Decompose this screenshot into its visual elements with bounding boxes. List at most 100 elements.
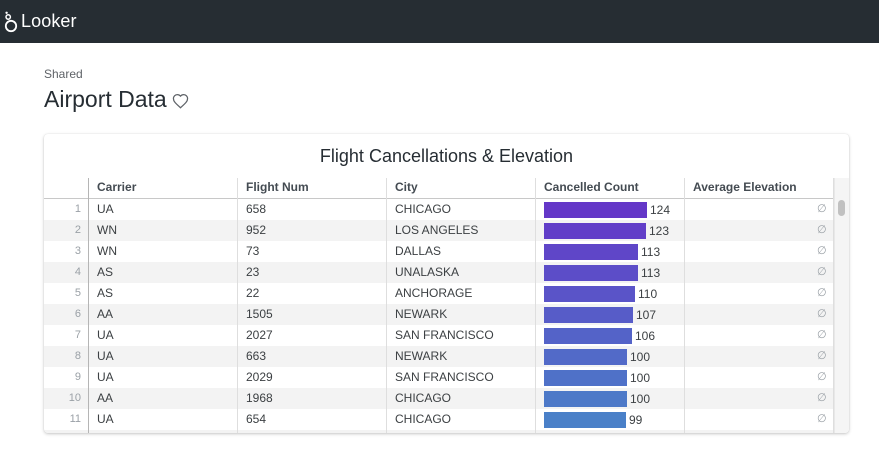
cell-carrier: AA	[97, 391, 114, 405]
cell-city: NEWARK	[395, 307, 448, 321]
cancelled-count-value: 99	[629, 413, 643, 427]
table-row[interactable]	[44, 430, 834, 433]
cancelled-count-value: 113	[641, 245, 661, 259]
column-divider	[386, 178, 387, 433]
row-number: 1	[74, 203, 81, 215]
logo-text: Looker	[21, 11, 77, 31]
table-header: Carrier Flight Num City Cancelled Count …	[44, 178, 834, 199]
cell-carrier: AS	[97, 265, 114, 279]
null-value-icon: ∅	[817, 287, 827, 299]
null-value-icon: ∅	[817, 224, 827, 236]
cell-carrier: UA	[97, 202, 114, 216]
cell-carrier: UA	[97, 349, 114, 363]
visualization-tile: Flight Cancellations & Elevation Carrier…	[44, 134, 849, 433]
cell-flight-num: 2027	[246, 328, 273, 342]
cancelled-count-bar	[544, 328, 632, 344]
cell-flight-num: 1968	[246, 391, 273, 405]
cancelled-count-value: 113	[641, 266, 661, 280]
table-row[interactable]: 10 AA 1968 CHICAGO 100 ∅	[44, 388, 834, 409]
row-number: 6	[74, 308, 81, 320]
cell-flight-num: 23	[246, 265, 260, 279]
row-number: 10	[68, 392, 81, 404]
table-row[interactable]: 5 AS 22 ANCHORAGE 110 ∅	[44, 283, 834, 304]
cell-city: NEWARK	[395, 349, 448, 363]
top-navigation-bar: Looker	[0, 0, 879, 43]
cell-city: SAN FRANCISCO	[395, 328, 494, 342]
cancelled-count-value: 123	[649, 224, 670, 238]
null-value-icon: ∅	[817, 266, 827, 278]
cancelled-count-value: 100	[630, 371, 651, 385]
cancelled-count-bar	[544, 244, 638, 260]
row-number: 9	[74, 371, 81, 383]
null-value-icon: ∅	[817, 308, 827, 320]
cancelled-count-value: 110	[638, 287, 658, 301]
cancelled-count-bar	[544, 265, 638, 281]
cell-flight-num: 2029	[246, 370, 273, 384]
data-table: Carrier Flight Num City Cancelled Count …	[44, 178, 834, 433]
cell-flight-num: 73	[246, 244, 260, 258]
cell-carrier: WN	[97, 244, 117, 258]
cell-flight-num: 654	[246, 412, 267, 426]
cell-flight-num: 658	[246, 202, 267, 216]
row-number: 5	[74, 287, 81, 299]
cancelled-count-bar	[544, 412, 626, 428]
row-number: 4	[74, 266, 81, 278]
cell-city: CHICAGO	[395, 391, 452, 405]
cancelled-count-value: 106	[635, 329, 656, 343]
row-number: 8	[74, 350, 81, 362]
cell-city: ANCHORAGE	[395, 286, 473, 300]
cell-city: LOS ANGELES	[395, 223, 479, 237]
cancelled-count-bar	[544, 202, 647, 218]
cancelled-count-value: 100	[630, 350, 651, 364]
cell-carrier: UA	[97, 328, 114, 342]
column-header-average-elevation[interactable]: Average Elevation	[693, 180, 797, 194]
column-divider	[535, 178, 536, 433]
null-value-icon: ∅	[817, 413, 827, 425]
table-row[interactable]: 2 WN 952 LOS ANGELES 123 ∅	[44, 220, 834, 241]
column-header-flight-num[interactable]: Flight Num	[246, 180, 309, 194]
column-header-cancelled-count[interactable]: Cancelled Count	[544, 180, 639, 194]
null-value-icon: ∅	[817, 245, 827, 257]
cancelled-count-bar	[544, 286, 635, 302]
table-row[interactable]: 9 UA 2029 SAN FRANCISCO 100 ∅	[44, 367, 834, 388]
column-divider	[833, 178, 834, 433]
cell-flight-num: 663	[246, 349, 267, 363]
column-header-city[interactable]: City	[395, 180, 418, 194]
table-row[interactable]: 6 AA 1505 NEWARK 107 ∅	[44, 304, 834, 325]
cell-carrier: UA	[97, 370, 114, 384]
favorite-heart-icon[interactable]	[172, 93, 189, 109]
cancelled-count-bar	[544, 307, 633, 323]
null-value-icon: ∅	[817, 329, 827, 341]
table-row[interactable]: 7 UA 2027 SAN FRANCISCO 106 ∅	[44, 325, 834, 346]
cell-flight-num: 1505	[246, 307, 273, 321]
table-row[interactable]: 3 WN 73 DALLAS 113 ∅	[44, 241, 834, 262]
table-row[interactable]: 4 AS 23 UNALASKA 113 ∅	[44, 262, 834, 283]
null-value-icon: ∅	[817, 392, 827, 404]
column-header-carrier[interactable]: Carrier	[97, 180, 137, 194]
scrollbar-thumb[interactable]	[838, 200, 845, 216]
cell-carrier: WN	[97, 223, 117, 237]
breadcrumb[interactable]: Shared	[44, 67, 83, 81]
table-row[interactable]: 11 UA 654 CHICAGO 99 ∅	[44, 409, 834, 430]
table-row[interactable]: 8 UA 663 NEWARK 100 ∅	[44, 346, 834, 367]
column-divider	[237, 178, 238, 433]
vertical-scrollbar[interactable]	[834, 178, 849, 433]
cancelled-count-value: 107	[636, 308, 657, 322]
cancelled-count-bar	[544, 391, 627, 407]
cell-carrier: AS	[97, 286, 114, 300]
looker-logo-icon	[4, 11, 18, 32]
title-row: Airport Data	[44, 86, 189, 113]
looker-logo[interactable]: Looker	[3, 11, 77, 33]
row-number: 11	[69, 413, 81, 425]
cell-city: CHICAGO	[395, 202, 452, 216]
cancelled-count-bar	[544, 349, 627, 365]
column-divider	[88, 178, 89, 433]
table-row[interactable]: 1 UA 658 CHICAGO 124 ∅	[44, 199, 834, 220]
row-number: 2	[74, 224, 81, 236]
cancelled-count-value: 124	[650, 203, 671, 217]
null-value-icon: ∅	[817, 371, 827, 383]
cell-city: UNALASKA	[395, 265, 460, 279]
cell-city: DALLAS	[395, 244, 442, 258]
null-value-icon: ∅	[817, 350, 827, 362]
cancelled-count-bar	[544, 223, 646, 239]
